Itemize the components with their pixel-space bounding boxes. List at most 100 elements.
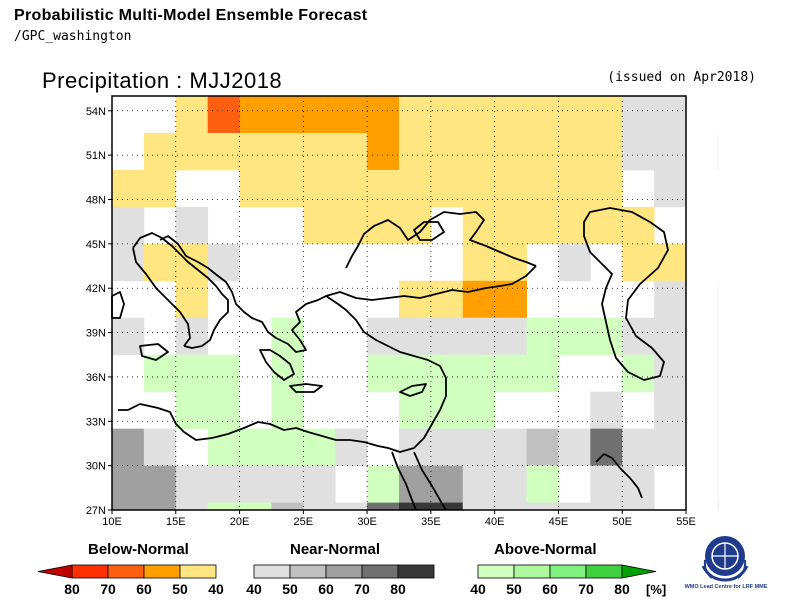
forecast-cell xyxy=(462,243,496,282)
forecast-cell xyxy=(558,502,591,511)
forecast-cell xyxy=(271,465,304,504)
forecast-cell xyxy=(654,96,687,134)
forecast-cell xyxy=(271,428,304,467)
forecast-cell xyxy=(558,132,591,171)
forecast-cell xyxy=(303,169,336,208)
forecast-cell xyxy=(590,132,623,171)
forecast-cell xyxy=(303,132,336,171)
longitude-label: 25E xyxy=(294,516,314,528)
forecast-cell xyxy=(590,465,623,504)
forecast-cell xyxy=(335,169,368,208)
forecast-cell xyxy=(558,243,591,282)
forecast-cell xyxy=(526,169,559,208)
wmo-emblem-icon xyxy=(701,536,749,582)
forecast-cell xyxy=(494,206,527,245)
forecast-cell xyxy=(367,96,400,134)
coast-levant xyxy=(118,403,441,453)
forecast-cell xyxy=(367,169,400,208)
forecast-cell xyxy=(430,280,464,319)
coastlines xyxy=(111,207,669,511)
legend-unit: [%] xyxy=(646,582,666,597)
latitude-label: 51N xyxy=(86,150,106,162)
latitude-label: 36N xyxy=(86,372,106,384)
forecast-cell xyxy=(622,465,655,504)
forecast-cell xyxy=(303,465,336,504)
forecast-cell xyxy=(112,169,145,208)
forecast-cell xyxy=(430,317,464,356)
forecast-cell xyxy=(462,132,496,171)
forecast-cell xyxy=(239,428,272,467)
forecast-cell xyxy=(654,132,687,171)
coast-persian-gulf xyxy=(595,453,643,499)
forecast-cell xyxy=(143,132,177,171)
coast-crete xyxy=(289,383,323,393)
legend-arrow xyxy=(621,564,657,579)
legend-swatch xyxy=(107,564,145,579)
forecast-cell xyxy=(558,428,591,467)
forecast-cell xyxy=(175,206,209,245)
variable-title: Precipitation : MJJ2018 xyxy=(42,68,283,93)
forecast-cell xyxy=(462,502,496,511)
forecast-cell xyxy=(462,354,496,393)
forecast-cell xyxy=(271,502,304,511)
forecast-cell xyxy=(494,169,527,208)
forecast-cell xyxy=(494,280,527,319)
forecast-cell xyxy=(367,132,400,171)
forecast-cell xyxy=(175,280,209,319)
forecast-cell xyxy=(526,96,559,134)
forecast-cell xyxy=(335,96,368,134)
forecast-cell xyxy=(462,317,496,356)
forecast-cell xyxy=(654,243,687,282)
longitude-label: 10E xyxy=(102,516,122,528)
forecast-cell xyxy=(271,391,304,430)
forecast-cell xyxy=(239,465,272,504)
forecast-cell xyxy=(399,132,432,171)
forecast-cell xyxy=(143,169,177,208)
legend-label: 40 xyxy=(246,581,262,597)
forecast-cell xyxy=(112,502,145,511)
legend-label: 80 xyxy=(614,581,630,597)
coast-red-sea xyxy=(391,451,417,511)
issued-label: (issued on Apr2018) xyxy=(607,70,756,85)
forecast-cell xyxy=(494,243,527,282)
forecast-cell xyxy=(590,391,623,430)
forecast-cell xyxy=(526,354,559,393)
forecast-cell xyxy=(207,243,240,282)
legend-swatch xyxy=(549,564,587,579)
forecast-cell xyxy=(303,502,336,511)
forecast-cell xyxy=(175,354,209,393)
coast-cyprus xyxy=(399,383,427,397)
forecast-cell xyxy=(239,132,272,171)
legend-label: 70 xyxy=(354,581,370,597)
longitude-label: 45E xyxy=(549,516,569,528)
forecast-cell xyxy=(112,428,145,467)
forecast-cell xyxy=(526,206,559,245)
forecast-cell xyxy=(494,428,527,467)
forecast-cell xyxy=(526,132,559,171)
forecast-cell xyxy=(462,465,496,504)
forecast-cell xyxy=(462,391,496,430)
forecast-cell xyxy=(526,502,559,511)
longitude-label: 15E xyxy=(166,516,186,528)
legend-arrow xyxy=(37,564,73,579)
forecast-cell xyxy=(622,317,655,356)
forecast-cell xyxy=(399,280,432,319)
legend-above-title: Above-Normal xyxy=(494,541,597,558)
forecast-cell xyxy=(207,96,240,134)
latitude-label: 42N xyxy=(86,283,106,295)
coast-italy-west xyxy=(132,247,191,347)
forecast-cell xyxy=(494,96,527,134)
forecast-cell xyxy=(303,428,336,467)
forecast-cell xyxy=(399,317,432,356)
longitude-label: 55E xyxy=(676,516,696,528)
coast-sicily xyxy=(139,343,169,361)
forecast-cell xyxy=(430,502,464,511)
forecast-cell xyxy=(590,96,623,134)
wmo-logo-text: WMO Lead Centre for LRF MME xyxy=(684,584,768,590)
coast-sardinia xyxy=(111,291,125,319)
forecast-cell xyxy=(175,132,209,171)
forecast-cell xyxy=(335,428,368,467)
forecast-cell xyxy=(271,96,304,134)
longitude-label: 20E xyxy=(230,516,250,528)
forecast-cell xyxy=(622,206,655,245)
